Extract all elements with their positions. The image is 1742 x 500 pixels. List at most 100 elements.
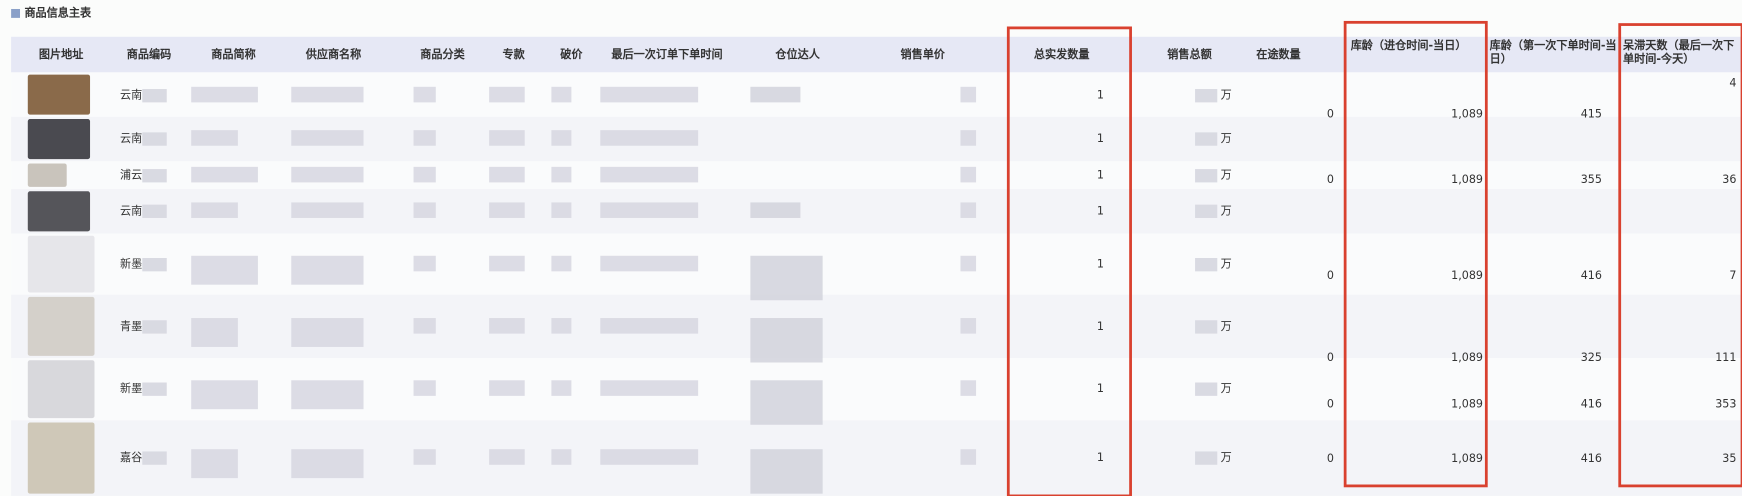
blurred <box>750 449 823 494</box>
blurred <box>142 382 167 396</box>
blurred <box>489 380 525 396</box>
blurred <box>291 166 364 183</box>
blurred <box>489 202 525 218</box>
column-header-box: 总实发数量 <box>1033 49 1090 62</box>
column-header: 库龄（第一次下单时间-当日） <box>1489 40 1617 66</box>
blurred <box>750 86 801 103</box>
in-transit: 0 <box>1327 173 1334 186</box>
blurred <box>750 318 823 363</box>
stock-age: 1,089 <box>1451 269 1483 282</box>
first-order-age: 416 <box>1581 398 1602 411</box>
blurred <box>413 449 436 465</box>
in-transit: 0 <box>1327 269 1334 282</box>
product-image <box>27 422 95 494</box>
blurred <box>960 86 977 103</box>
page-title: 商品信息主表 <box>24 5 92 19</box>
stagnant-days: 7 <box>1729 269 1736 282</box>
product-code: 新墨 <box>120 257 142 271</box>
sales-total: 万 <box>1221 451 1232 464</box>
column-header: 供应商名称 <box>305 49 362 62</box>
blurred <box>191 380 258 410</box>
blurred <box>413 380 436 396</box>
in-transit: 0 <box>1327 398 1334 411</box>
stock-age: 1,089 <box>1451 398 1483 411</box>
column-header: 专款 <box>502 49 525 62</box>
total-quantity: 1 <box>1097 169 1104 182</box>
blurred <box>413 166 436 183</box>
stagnant-days: 36 <box>1722 173 1736 186</box>
blurred <box>600 166 699 183</box>
blurred <box>1195 89 1218 103</box>
product-image <box>27 74 91 115</box>
blurred <box>291 449 364 479</box>
first-order-age: 416 <box>1581 452 1602 465</box>
row-bg <box>11 189 1742 234</box>
stock-age: 1,089 <box>1451 108 1483 121</box>
row-bg <box>11 358 1742 421</box>
stock-age: 1,089 <box>1451 173 1483 186</box>
blurred <box>413 318 436 334</box>
blurred <box>551 130 572 146</box>
blurred <box>142 320 167 334</box>
blurred <box>600 86 699 103</box>
product-image <box>27 119 91 160</box>
highlight-box <box>1618 23 1742 488</box>
total-quantity: 1 <box>1097 258 1104 271</box>
total-quantity: 1 <box>1097 451 1104 464</box>
column-header: 最后一次订单下单时间 <box>611 49 723 62</box>
sales-total: 万 <box>1221 382 1232 395</box>
blurred <box>750 380 823 425</box>
first-order-age: 416 <box>1581 269 1602 282</box>
product-code: 云南 <box>120 132 142 145</box>
blurred <box>413 255 436 272</box>
blurred <box>413 130 436 146</box>
total-quantity: 1 <box>1097 89 1104 102</box>
column-header: 仓位达人 <box>775 49 820 62</box>
blurred <box>1195 258 1218 272</box>
column-header-box: 库龄（进仓时间-当日） <box>1350 40 1467 53</box>
blurred <box>413 202 436 218</box>
column-header: 图片地址 <box>38 49 84 62</box>
product-code: 青墨 <box>120 320 142 333</box>
column-header-box: 销售总额 <box>1167 49 1211 61</box>
blurred <box>142 258 167 272</box>
sales-total: 万 <box>1221 258 1232 271</box>
blurred <box>291 202 364 218</box>
blurred <box>489 130 525 146</box>
blurred <box>142 451 167 465</box>
blurred <box>191 318 238 347</box>
blurred <box>191 166 258 183</box>
sales-total: 万 <box>1221 132 1232 145</box>
blurred <box>600 255 699 272</box>
blurred <box>489 86 525 103</box>
product-code: 浦云 <box>120 169 142 182</box>
column-header-box: 商品分类 <box>420 49 465 62</box>
column-header: 商品分类 <box>420 49 465 62</box>
column-header: 商品简称 <box>211 49 256 62</box>
blurred <box>600 130 699 146</box>
product-code: 新墨 <box>120 381 142 395</box>
blurred <box>413 86 436 103</box>
blurred <box>191 255 258 285</box>
row-bg <box>11 116 1742 162</box>
stock-age: 1,089 <box>1451 351 1483 364</box>
column-header: 库龄（进仓时间-当日） <box>1350 40 1467 53</box>
blurred <box>489 449 525 465</box>
blurred <box>291 380 364 410</box>
blurred <box>1195 451 1218 465</box>
product-image <box>27 163 67 187</box>
blurred <box>489 166 525 183</box>
sales-total: 万 <box>1221 169 1232 182</box>
blurred <box>551 449 572 465</box>
stagnant-days: 4 <box>1729 76 1736 89</box>
blurred <box>960 255 977 272</box>
first-order-age: 325 <box>1581 351 1602 364</box>
blurred <box>1195 169 1218 183</box>
column-header-box: 呆滞天数（最后一次下单时间-今天） <box>1623 40 1734 66</box>
blurred <box>142 132 167 146</box>
product-code: 云南 <box>120 204 142 217</box>
column-header: 总实发数量 <box>1033 49 1090 62</box>
product-code: 云南 <box>120 89 142 102</box>
blurred <box>750 202 801 218</box>
in-transit: 0 <box>1327 351 1334 364</box>
